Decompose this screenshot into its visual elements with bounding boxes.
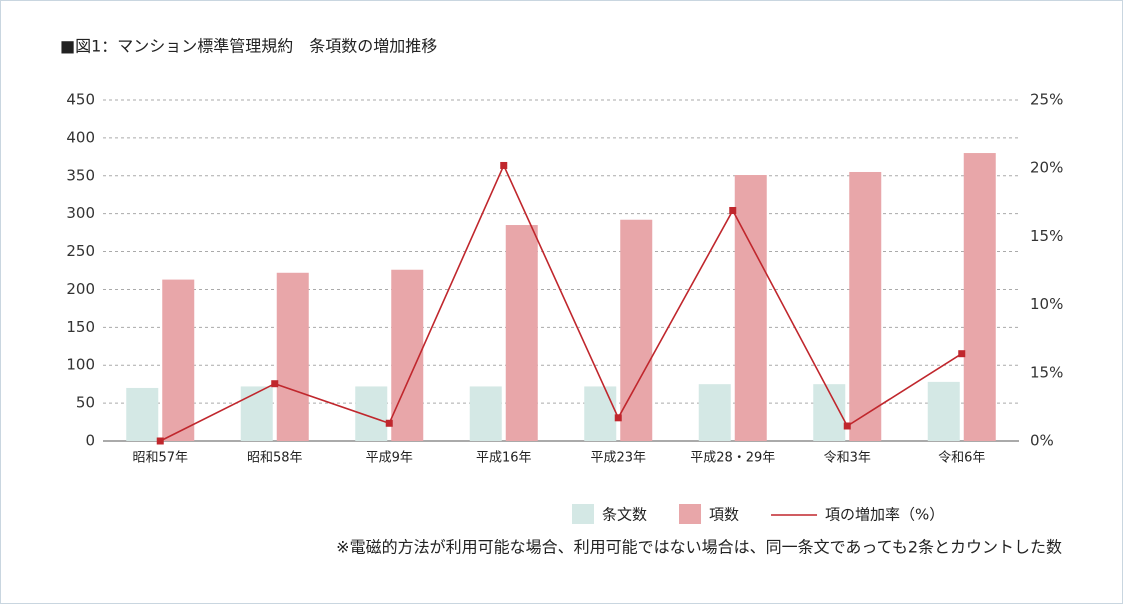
y-tick-label: 50 (76, 394, 95, 412)
y2-tick-label: 10% (1030, 295, 1063, 313)
point (271, 380, 279, 388)
y-tick-label: 150 (66, 318, 95, 336)
bar (734, 175, 767, 441)
bar (391, 269, 424, 441)
bar (469, 386, 502, 441)
y2-tick-label: 15% (1030, 227, 1063, 245)
bar (126, 387, 159, 441)
y2-tick-label: 20% (1030, 159, 1063, 177)
y-tick-label: 200 (66, 280, 95, 298)
bar (698, 384, 731, 441)
point (614, 414, 622, 422)
x-tick-label: 令和3年 (824, 451, 871, 466)
y-tick-label: 400 (66, 128, 95, 146)
y2-tick-label: 15% (1030, 363, 1063, 381)
point (958, 350, 966, 358)
bar (584, 386, 617, 441)
point (729, 206, 737, 214)
y-tick-label: 100 (66, 356, 95, 374)
y2-tick-label: 25% (1030, 91, 1063, 109)
legend-label: 項の増加率（%） (825, 506, 944, 524)
y2-tick-label: 0% (1030, 432, 1054, 450)
legend-label: 条文数 (602, 506, 647, 524)
point (156, 437, 164, 445)
x-tick-label: 昭和57年 (132, 451, 188, 466)
y-tick-label: 350 (66, 166, 95, 184)
x-tick-label: 令和6年 (938, 451, 985, 466)
bar (240, 386, 273, 441)
point (843, 422, 851, 430)
bar (849, 171, 882, 441)
y-tick-label: 300 (66, 204, 95, 222)
x-tick-label: 昭和58年 (247, 451, 303, 466)
legend-swatch (679, 504, 702, 524)
point (500, 161, 508, 169)
y-tick-label: 250 (66, 242, 95, 260)
bar (162, 279, 195, 441)
bar (276, 272, 309, 441)
y-tick-label: 0 (85, 432, 95, 450)
x-tick-label: 平成23年 (590, 451, 646, 466)
footnote: ※電磁的方法が利用可能な場合、利用可能ではない場合は、同一条文であっても2条とカ… (336, 538, 1062, 557)
bar (963, 153, 996, 442)
chart-title: ■図1：マンション標準管理規約 条項数の増加推移 (60, 37, 437, 56)
bar (927, 381, 960, 441)
x-tick-label: 平成9年 (366, 451, 413, 466)
bar (505, 225, 538, 441)
y-tick-label: 450 (66, 91, 95, 109)
x-tick-label: 平成16年 (476, 451, 532, 466)
point (385, 419, 393, 427)
legend-swatch (572, 504, 594, 524)
legend-label: 項数 (709, 506, 739, 524)
line (159, 163, 963, 442)
x-tick-label: 平成28・29年 (690, 451, 775, 466)
bar (620, 219, 653, 441)
